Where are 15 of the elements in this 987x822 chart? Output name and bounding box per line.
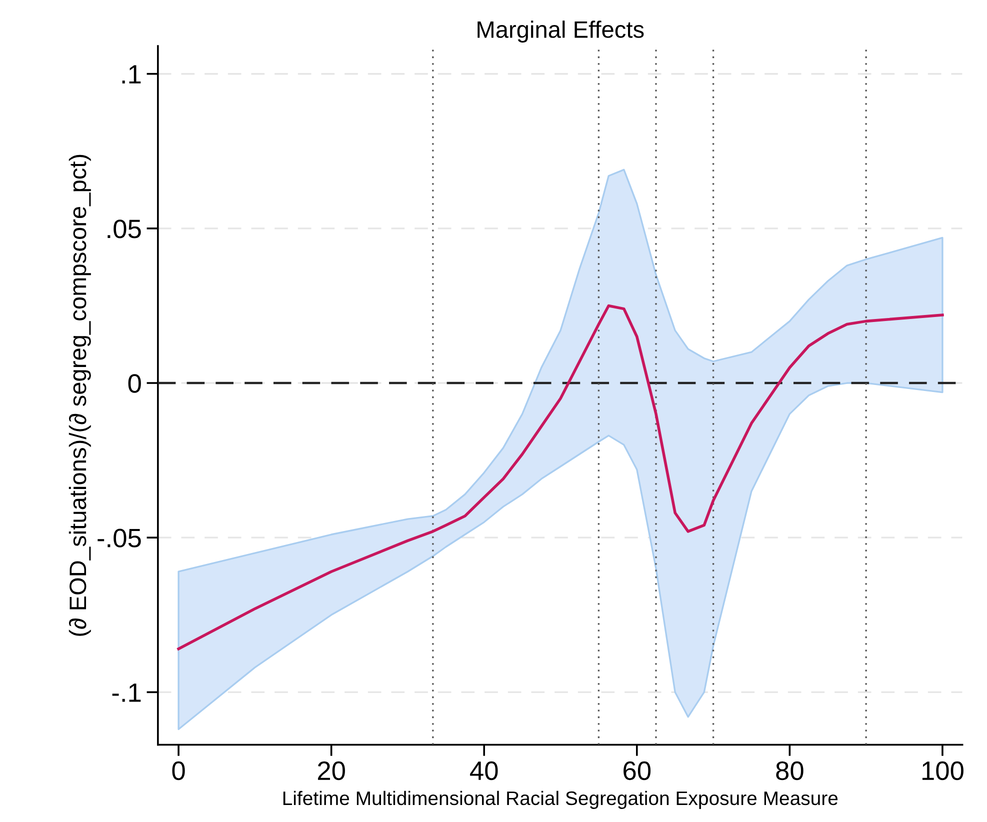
y-tick-label: -.1 [112,684,141,702]
chart-title: Marginal Effects [478,20,644,43]
y-tick-label: .1 [122,65,141,84]
x-tick-label: 40 [470,761,498,780]
x-axis-title: Lifetime Multidimensional Racial Segregation Exposure Measure [283,790,838,809]
x-tick-label: 80 [776,761,804,780]
y-tick-label: 0 [128,374,141,393]
x-tick-label: 20 [318,761,345,780]
x-tick-label: 0 [172,761,185,780]
line-series [177,304,944,650]
y-axis-title: (∂ EOD_situations)/(∂ segreg_compscore_pct) [68,154,91,636]
x-tick-label: 100 [922,761,964,780]
x-tick-label: 60 [624,761,651,780]
y-tick-label: .05 [108,220,141,238]
y-tick-label: -.05 [98,528,141,548]
